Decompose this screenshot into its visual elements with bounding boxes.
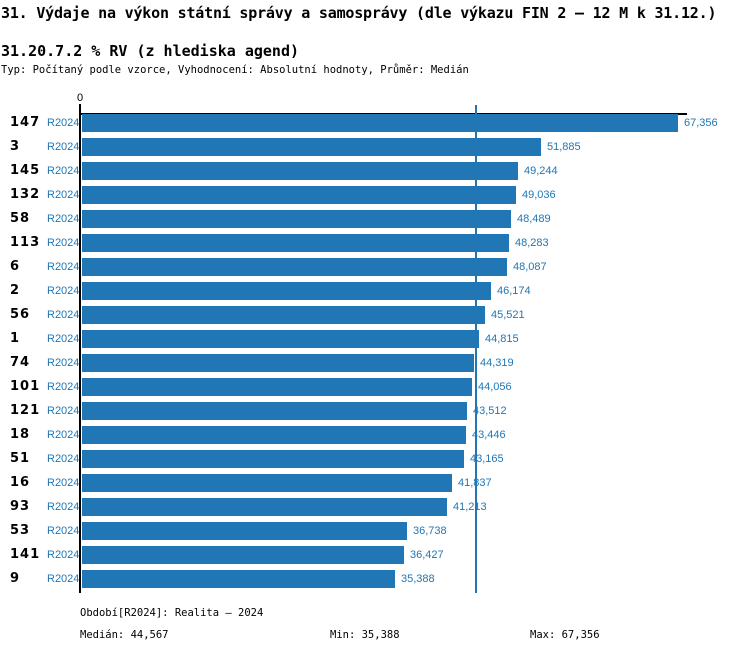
value-label: 44,319	[480, 357, 514, 369]
period-label: Období[R2024]: Realita – 2024	[80, 607, 264, 619]
category-label: 2	[10, 283, 21, 298]
value-label: 48,283	[515, 237, 549, 249]
x-axis-origin-tick	[79, 104, 81, 114]
series-label: R2024	[47, 261, 80, 273]
series-label: R2024	[47, 213, 80, 225]
category-label: 145	[10, 163, 41, 178]
report-title: 31. Výdaje na výkon státní správy a samo…	[1, 4, 717, 22]
value-label: 67,356	[684, 117, 718, 129]
value-label: 51,885	[547, 141, 581, 153]
bar	[82, 282, 491, 300]
series-label: R2024	[47, 165, 80, 177]
series-label: R2024	[47, 405, 80, 417]
series-label: R2024	[47, 333, 80, 345]
bar	[82, 402, 467, 420]
bar	[82, 138, 541, 156]
series-label: R2024	[47, 117, 80, 129]
value-label: 48,087	[513, 261, 547, 273]
series-label: R2024	[47, 525, 80, 537]
series-label: R2024	[47, 381, 80, 393]
value-label: 35,388	[401, 573, 435, 585]
series-label: R2024	[47, 429, 80, 441]
category-label: 58	[10, 211, 31, 226]
min-stat-label: Min: 35,388	[330, 629, 400, 641]
category-label: 6	[10, 259, 21, 274]
category-label: 113	[10, 235, 41, 250]
median-stat-label: Medián: 44,567	[80, 629, 169, 641]
bar	[82, 426, 466, 444]
value-label: 44,815	[485, 333, 519, 345]
series-label: R2024	[47, 501, 80, 513]
series-label: R2024	[47, 477, 80, 489]
x-axis-origin-label: 0	[76, 92, 84, 104]
value-label: 45,521	[491, 309, 525, 321]
series-label: R2024	[47, 141, 80, 153]
series-label: R2024	[47, 309, 80, 321]
category-label: 18	[10, 427, 31, 442]
value-label: 49,244	[524, 165, 558, 177]
value-label: 44,056	[478, 381, 512, 393]
category-label: 101	[10, 379, 41, 394]
bar	[82, 306, 485, 324]
bar	[82, 450, 464, 468]
value-label: 43,446	[472, 429, 506, 441]
category-label: 1	[10, 331, 21, 346]
value-label: 36,427	[410, 549, 444, 561]
bar	[82, 330, 479, 348]
category-label: 9	[10, 571, 21, 586]
value-label: 43,512	[473, 405, 507, 417]
category-label: 53	[10, 523, 31, 538]
bar	[82, 378, 472, 396]
category-label: 16	[10, 475, 31, 490]
series-label: R2024	[47, 189, 80, 201]
bar	[82, 546, 404, 564]
report-subtitle: 31.20.7.2 % RV (z hlediska agend)	[1, 42, 300, 60]
value-label: 49,036	[522, 189, 556, 201]
bar	[82, 114, 678, 132]
bar	[82, 234, 509, 252]
value-label: 48,489	[517, 213, 551, 225]
median-reference-line	[475, 105, 477, 593]
category-label: 56	[10, 307, 31, 322]
bar	[82, 162, 518, 180]
report-meta: Typ: Počítaný podle vzorce, Vyhodnocení:…	[1, 64, 469, 76]
bar	[82, 522, 407, 540]
series-label: R2024	[47, 237, 80, 249]
category-label: 93	[10, 499, 31, 514]
bar	[82, 210, 511, 228]
bar	[82, 570, 395, 588]
y-axis-line	[79, 113, 81, 593]
category-label: 141	[10, 547, 41, 562]
max-stat-label: Max: 67,356	[530, 629, 600, 641]
bar	[82, 258, 507, 276]
value-label: 41,837	[458, 477, 492, 489]
category-label: 121	[10, 403, 41, 418]
series-label: R2024	[47, 285, 80, 297]
value-label: 36,738	[413, 525, 447, 537]
category-label: 74	[10, 355, 31, 370]
category-label: 147	[10, 115, 41, 130]
bar	[82, 354, 474, 372]
bar	[82, 186, 516, 204]
series-label: R2024	[47, 549, 80, 561]
category-label: 132	[10, 187, 41, 202]
category-label: 3	[10, 139, 21, 154]
value-label: 43,165	[470, 453, 504, 465]
bar	[82, 474, 452, 492]
series-label: R2024	[47, 453, 80, 465]
value-label: 46,174	[497, 285, 531, 297]
series-label: R2024	[47, 573, 80, 585]
series-label: R2024	[47, 357, 80, 369]
bar	[82, 498, 447, 516]
category-label: 51	[10, 451, 31, 466]
value-label: 41,213	[453, 501, 487, 513]
